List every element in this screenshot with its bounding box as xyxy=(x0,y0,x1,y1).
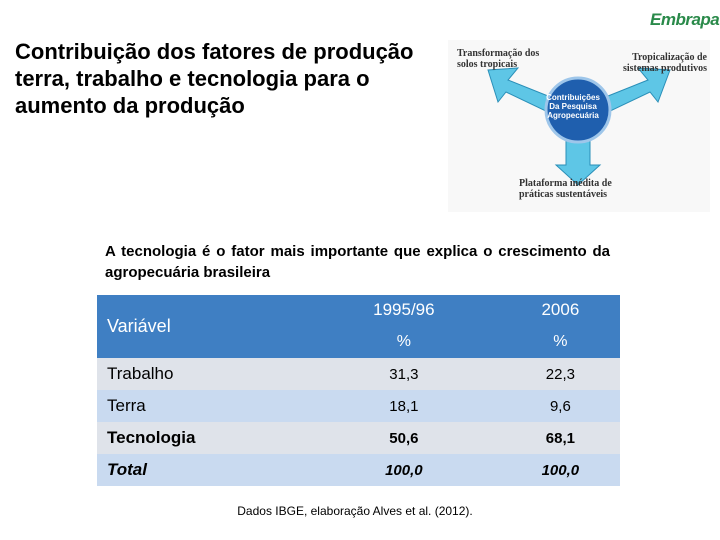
row-label: Total xyxy=(97,454,307,486)
cell-value: 100,0 xyxy=(307,454,501,486)
row-label: Tecnologia xyxy=(97,422,307,454)
cell-value: 9,6 xyxy=(500,390,620,422)
table-row: Trabalho 31,3 22,3 xyxy=(97,358,620,390)
table-row: Total 100,0 100,0 xyxy=(97,454,620,486)
cell-value: 100,0 xyxy=(500,454,620,486)
cell-value: 50,6 xyxy=(307,422,501,454)
diagram-right: Tropicalização de sistemas produtivos xyxy=(623,52,707,74)
arrows xyxy=(487,67,671,186)
row-label: Terra xyxy=(97,390,307,422)
slide-title: Contribuição dos fatores de produção ter… xyxy=(15,39,414,118)
diagram-bottom: Plataforma inédita de práticas sustentáv… xyxy=(519,178,612,200)
table-row: Tecnologia 50,6 68,1 xyxy=(97,422,620,454)
cell-value: 22,3 xyxy=(500,358,620,390)
unit-cell: % xyxy=(307,325,501,358)
data-table: Variável 1995/96 2006 % % Trabalho 31,3 22… xyxy=(97,295,620,486)
center-circle xyxy=(544,76,612,144)
table-row: Terra 18,1 9,6 xyxy=(97,390,620,422)
diagram-left: Transformação dos solos tropicais xyxy=(457,48,540,70)
cell-value: 68,1 xyxy=(500,422,620,454)
diagram-center: Contribuições Da Pesquisa Agropecuária xyxy=(546,93,600,120)
cell-value: 31,3 xyxy=(307,358,501,390)
header-cell: Variável xyxy=(97,295,307,358)
source: Dados IBGE, elaboração Alves et al. (201… xyxy=(237,504,473,518)
unit-row: % % xyxy=(97,325,620,358)
header-cell: 1995/96 xyxy=(307,295,501,325)
unit-cell: % xyxy=(500,325,620,358)
cell-value: 18,1 xyxy=(307,390,501,422)
header-row: Variável 1995/96 2006 xyxy=(97,295,620,358)
logo: Embrapa xyxy=(650,10,720,29)
header-cell: 2006 xyxy=(500,295,620,325)
diagram xyxy=(448,40,710,212)
row-label: Trabalho xyxy=(97,358,307,390)
subtitle: A tecnologia é o fator mais importante q… xyxy=(105,243,610,281)
